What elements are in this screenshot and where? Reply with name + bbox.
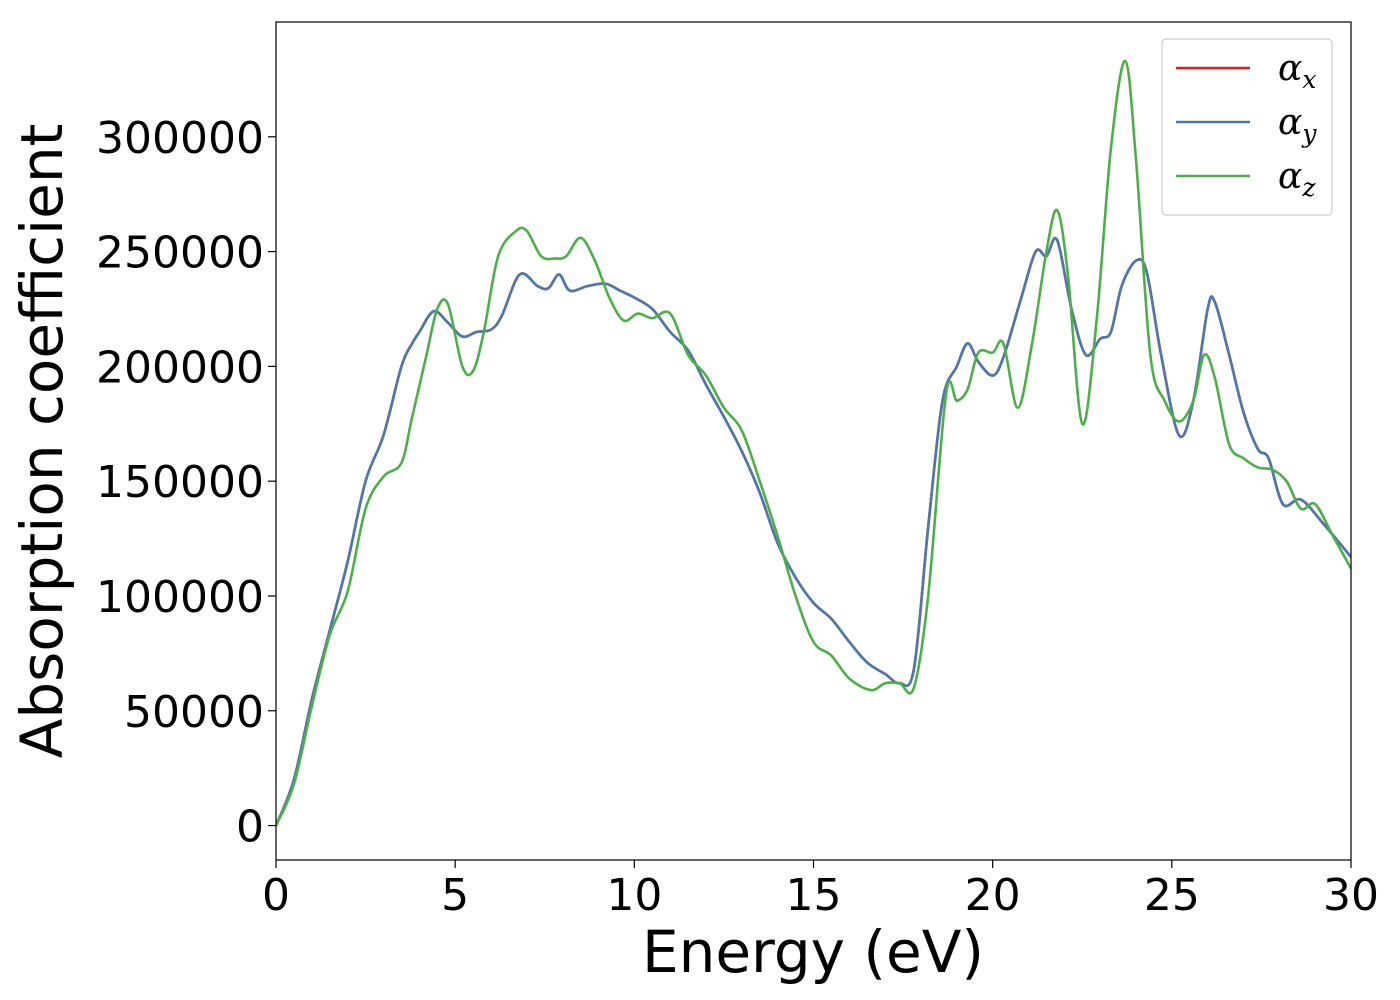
x-axis: 0 5 10 15 20 25 30	[262, 860, 1379, 921]
y-axis-title: Absorption coefficient	[8, 124, 76, 759]
legend: αx αy αz	[1161, 38, 1333, 216]
x-tick-label: 30	[1323, 870, 1379, 921]
x-tick-label: 25	[1144, 870, 1200, 921]
legend-box	[1161, 38, 1333, 216]
x-axis-title: Energy (eV)	[642, 918, 984, 986]
x-tick-label: 10	[606, 870, 662, 921]
y-axis: 0 50000 100000 150000 200000 250000 300000	[96, 113, 276, 853]
plot-lines	[276, 59, 1351, 827]
x-tick-label: 0	[262, 870, 290, 921]
y-tick-label: 200000	[96, 342, 264, 393]
x-tick-label: 15	[786, 870, 842, 921]
y-tick-label: 150000	[96, 457, 264, 508]
series-line-z	[276, 59, 1351, 827]
series-line-x	[276, 236, 1351, 827]
y-tick-label: 0	[236, 802, 264, 853]
y-tick-label: 300000	[96, 113, 264, 164]
y-tick-label: 100000	[96, 572, 264, 623]
legend-label-x: αx	[1278, 48, 1316, 94]
legend-label-z: αz	[1278, 156, 1316, 202]
series-line-y	[276, 236, 1351, 827]
y-tick-label: 50000	[124, 687, 264, 738]
y-tick-label: 250000	[96, 228, 264, 279]
legend-label-y: αy	[1278, 102, 1317, 148]
x-tick-label: 20	[965, 870, 1021, 921]
x-tick-label: 5	[441, 870, 469, 921]
